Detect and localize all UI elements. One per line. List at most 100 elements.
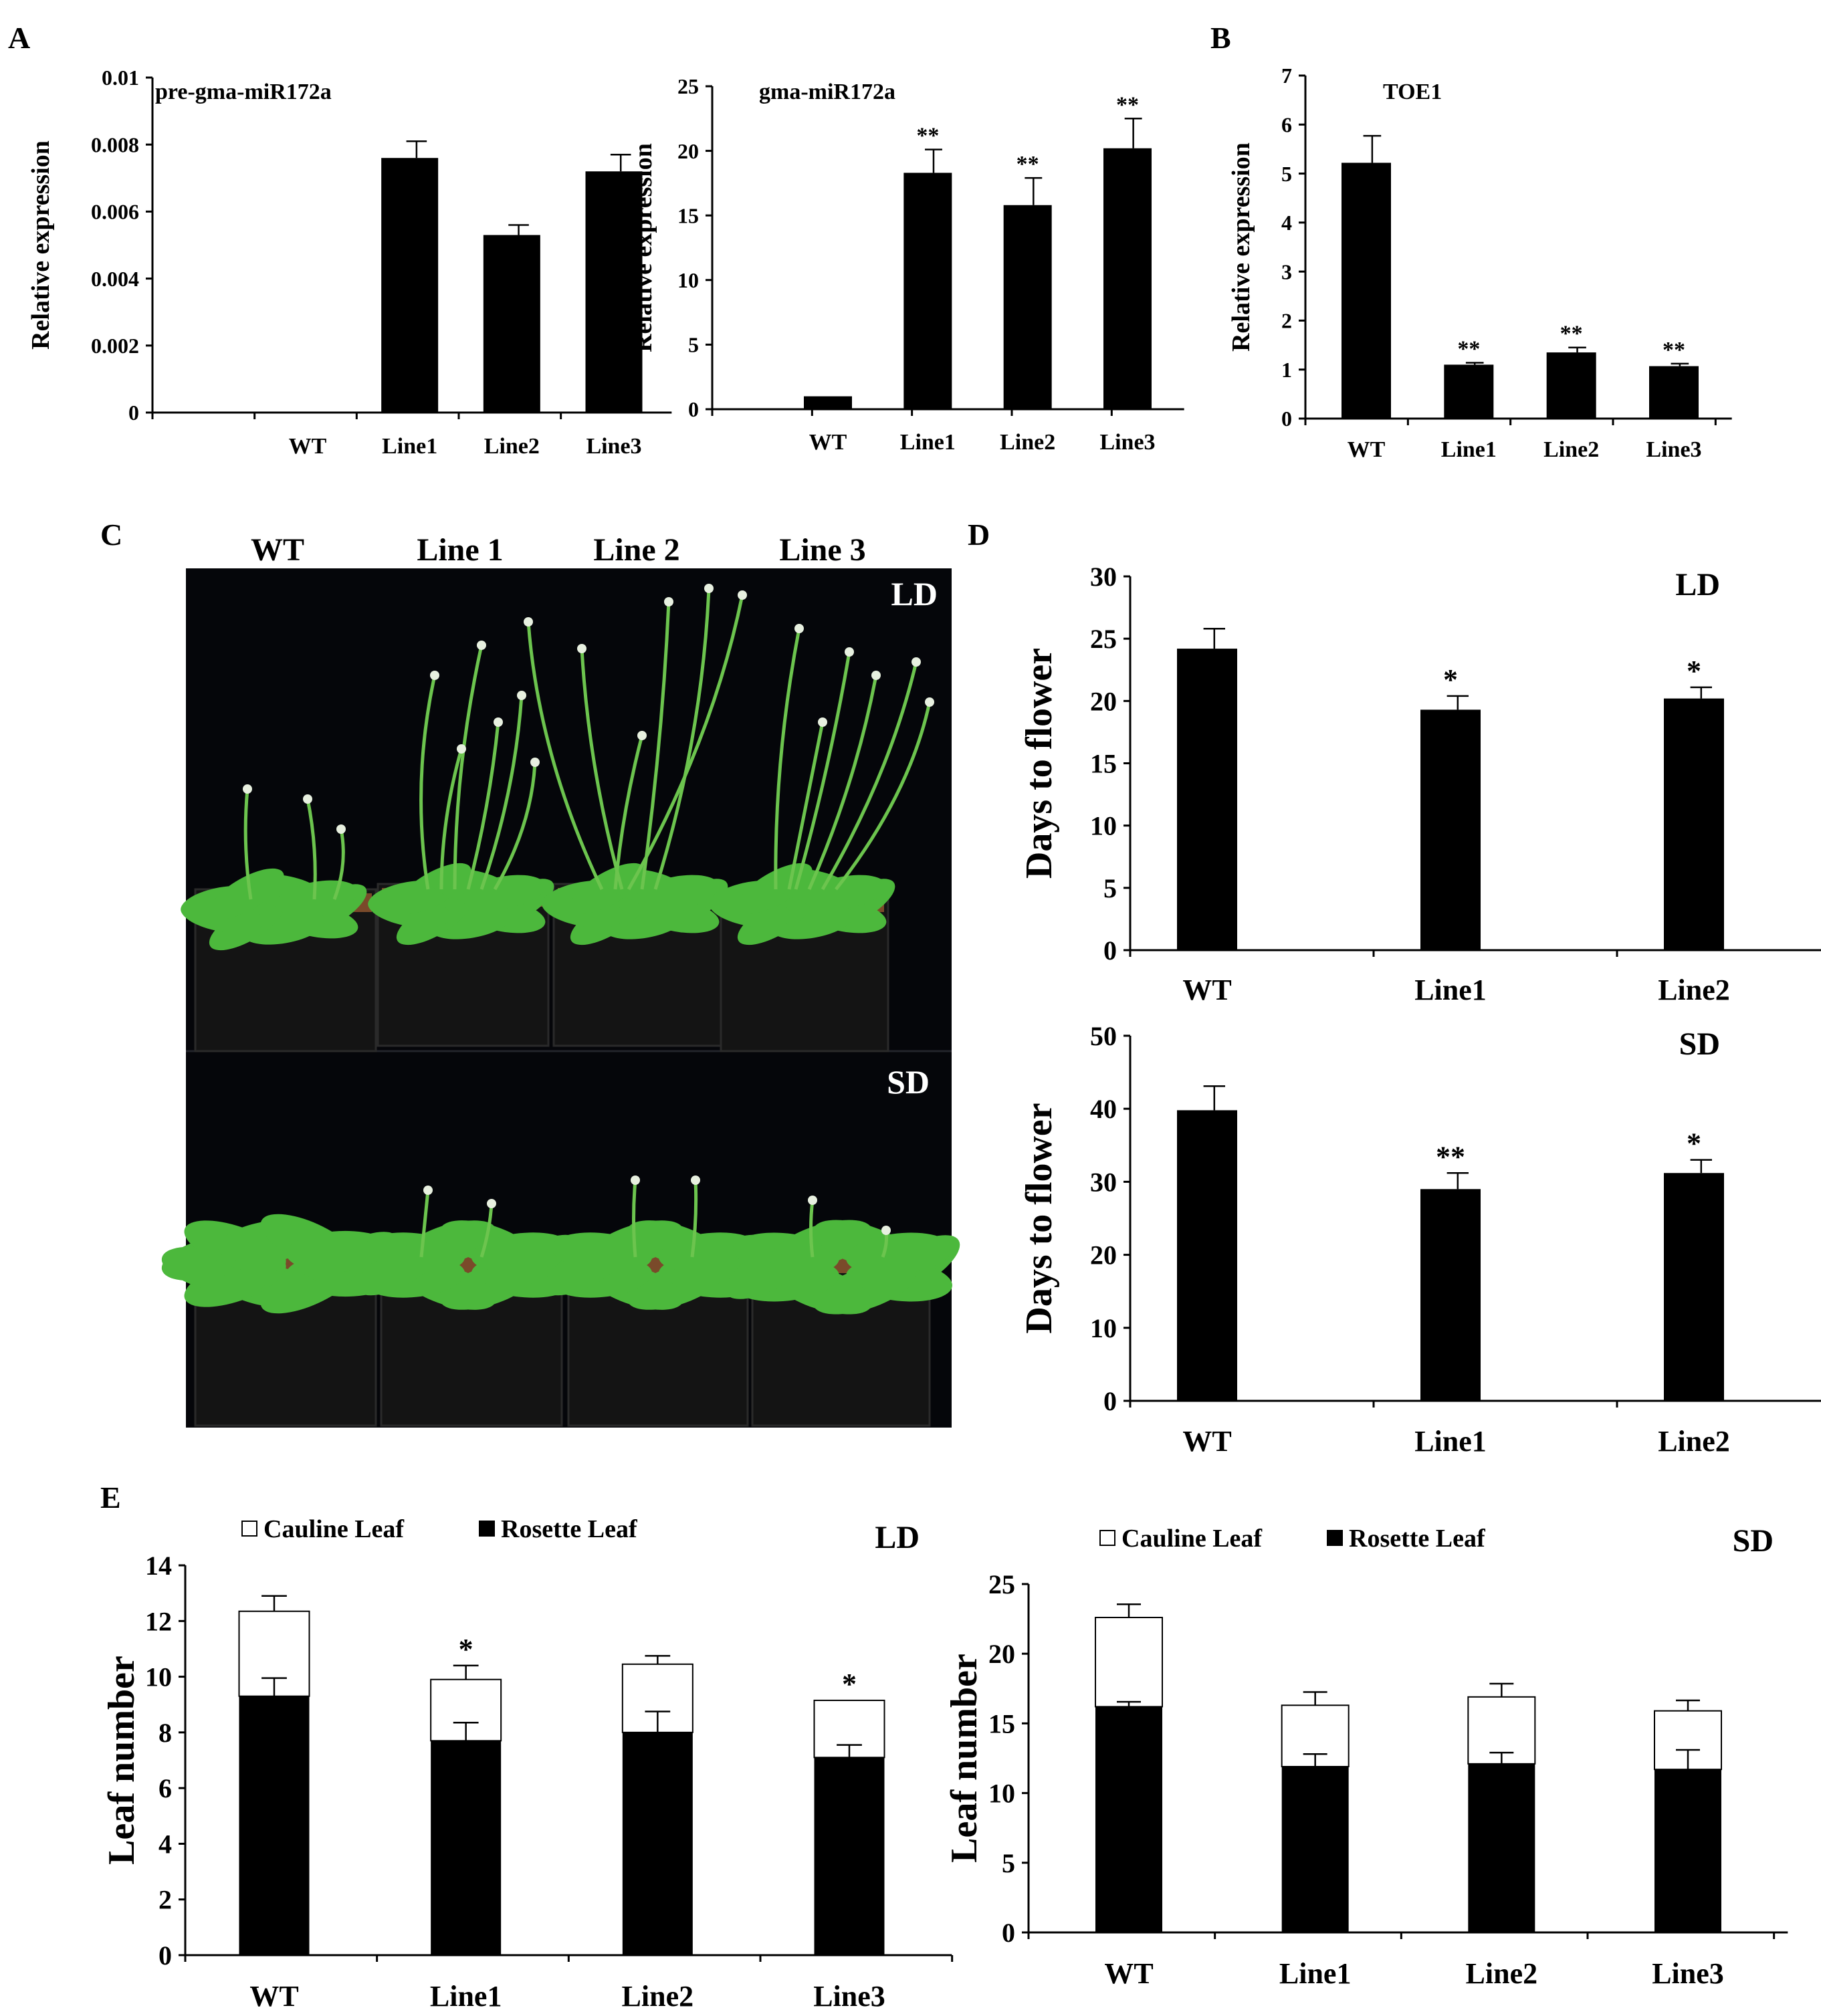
y-axis-label: Relative expression [27,140,55,350]
x-category-label-wt: WT [289,434,327,459]
chart-leaf-number-ld: 0 2 4 6 8 10 12 14 Leaf number LD WT Line1 Line2 Line… [101,1515,954,2013]
x-category-label-wt: WT [1182,1425,1231,1458]
bar-line3 [585,171,643,413]
x-category-label-line2: Line2 [1658,974,1730,1006]
bar-line2 [483,235,540,413]
x-category-label-line3: Line3 [813,1980,885,2013]
y-tick-label: 10 [677,268,699,292]
x-category-label-line1: Line1 [900,430,956,455]
photo-label-line1: Line 1 [417,532,503,568]
bar-line1 [903,173,952,409]
y-tick-label: 2 [1281,309,1292,333]
chart-title: gma-miR172a [759,80,895,104]
y-tick-label: 3 [1281,259,1292,284]
inflorescence-stem [439,748,463,890]
significance-label: * [1443,663,1458,696]
x-category-label-line2: Line2 [1000,430,1055,455]
panel-letter-d: D [968,518,990,552]
y-axis-label: Days to flower [1019,1103,1060,1333]
y-tick-label: 15 [677,203,699,227]
chart-leaf-number-sd: 0 5 10 15 20 25 Leaf number SD WT Line1 Line2 Line3… [944,1523,1788,1990]
legend-swatch-rosette-leaf [479,1521,495,1537]
x-category-label-line2: Line2 [622,1980,694,2013]
inflorescence-stem [627,594,744,891]
legend-swatch-rosette-leaf [1327,1530,1343,1546]
inflorescence-stem [479,695,524,890]
y-tick-label: 0 [1103,935,1117,966]
y-tick-label: 0 [128,401,139,425]
y-tick-label: 25 [677,74,699,98]
significance-label: ** [1663,338,1685,362]
bar-rosette-line1 [431,1741,502,1955]
bar-rosette-wt [1095,1706,1162,1932]
inflorescence-stem [243,788,253,900]
x-category-label-wt: WT [1104,1957,1153,1990]
y-tick-label: 6 [1281,112,1292,136]
chart-title: SD [1733,1523,1774,1559]
rosette-leaf [286,1230,393,1272]
significance-label: ** [1116,92,1139,117]
y-tick-label: 0.01 [102,66,139,90]
x-category-label-wt: WT [249,1980,298,2013]
y-tick-label: 25 [988,1569,1015,1599]
panel-letter-a: A [8,21,30,55]
bar-line2 [1546,352,1596,419]
bar-line1 [1420,709,1481,950]
bar-line1 [1420,1189,1481,1401]
y-tick-label: 30 [1090,562,1117,592]
plant-photo: WT Line 1 Line 2 Line 3 LD SD [161,532,960,1428]
x-category-label-wt: WT [809,430,847,455]
flower-bud [818,717,827,727]
inflorescence-stem [580,648,624,890]
chart-title: LD [1675,567,1720,602]
bar-rosette-line3 [1654,1769,1721,1932]
flower-bud [517,691,526,700]
flower-bud [457,744,466,754]
y-tick-label: 30 [1090,1167,1117,1197]
significance-label: ** [1457,336,1480,361]
bar-wt [804,396,852,409]
photo-sd-scene [161,1175,960,1427]
y-tick-label: 0.004 [91,267,139,291]
y-tick-label: 0 [688,397,699,421]
y-tick-label: 50 [1090,1021,1117,1051]
flower-bud [631,1175,640,1185]
y-axis-label: Leaf number [944,1654,985,1863]
inflorescence-stem [794,651,851,890]
y-tick-label: 0 [1103,1386,1117,1416]
bar-line2 [1664,1173,1724,1401]
legend-swatch-cauline-leaf [241,1521,257,1537]
panel-letter-e: E [100,1480,121,1515]
bar-rosette-line3 [814,1757,885,1955]
inflorescence-stem [835,701,932,891]
x-category-label-wt: WT [1182,974,1231,1006]
bar-wt [1177,649,1237,950]
inflorescence-stem [640,601,671,890]
flower-bud [303,794,312,804]
y-tick-label: 0.006 [91,200,139,224]
flower-bud [738,590,747,600]
flower-bud [494,717,503,727]
flower-bud [871,671,881,680]
flower-bud [664,597,673,606]
y-tick-label: 20 [1090,1240,1117,1270]
chart-toe1: 0 1 2 3 4 5 6 7 Relative expression TOE1 WT Line1 Li… [1227,64,1732,462]
flower-bud [430,671,439,680]
x-category-label-line3: Line3 [1099,430,1155,455]
flower-bud [423,1186,433,1195]
y-tick-label: 10 [1090,1313,1117,1343]
y-axis-label: Days to flower [1019,648,1060,879]
y-axis-label: Leaf number [101,1656,142,1865]
inflorescence-stem [807,675,878,891]
y-tick-label: 40 [1090,1094,1117,1124]
flower-bud [691,1175,700,1185]
x-category-label-line3: Line3 [586,434,641,459]
inflorescence-stem [306,798,317,900]
chart-title: pre-gma-miR172a [155,80,332,104]
significance-label: ** [1016,152,1039,177]
x-category-label-line2: Line2 [1466,1957,1538,1990]
x-category-label-line3: Line3 [1652,1957,1724,1990]
chart-days-to-flower-ld: 0 5 10 15 20 25 30 Days to flower LD WT Line1 Line2… [1019,562,1821,1006]
chart-gma-mir172a: 0 5 10 15 20 25 Relative expression gma-miR172a… [629,74,1184,455]
